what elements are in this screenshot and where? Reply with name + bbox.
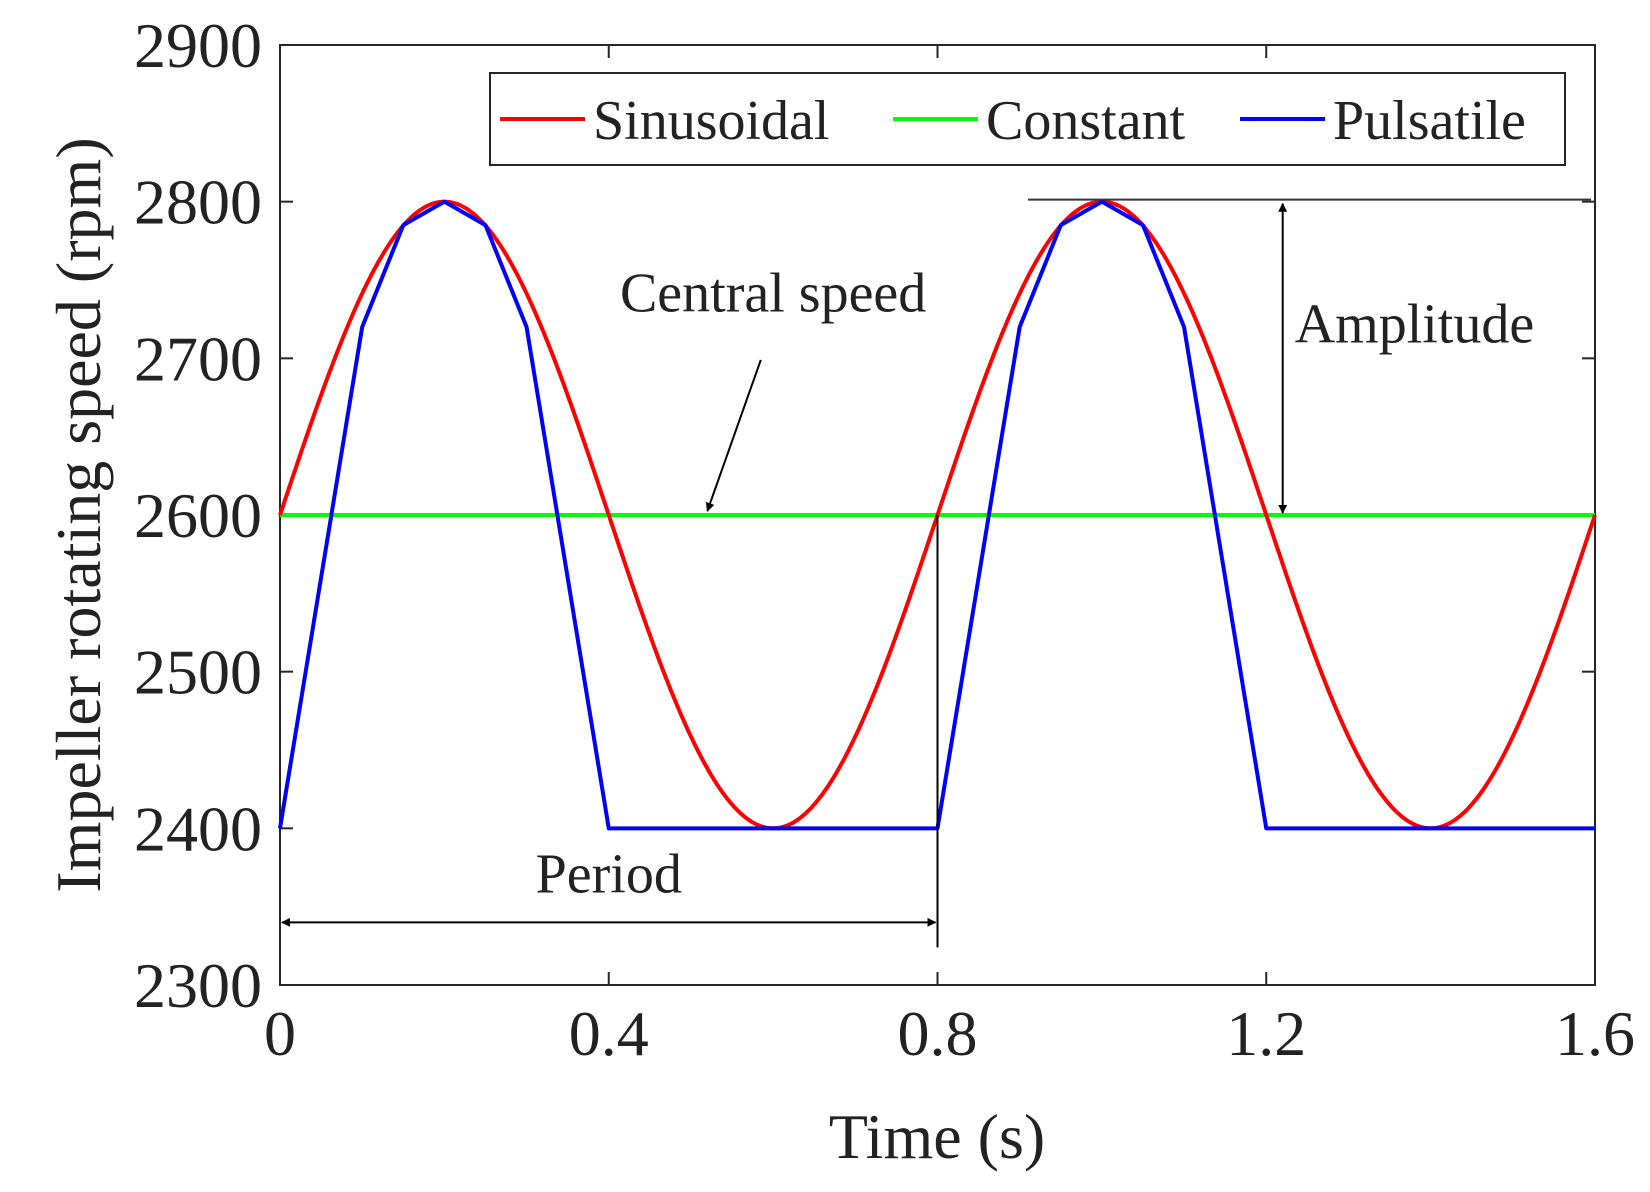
legend: Sinusoidal Constant Pulsatile [489, 72, 1566, 166]
x-tick-label: 0 [264, 998, 296, 1069]
central-speed-arrow [705, 359, 762, 512]
period-label: Period [536, 843, 682, 905]
y-tick-label: 2400 [134, 793, 262, 864]
y-tick-label: 2500 [134, 637, 262, 708]
x-tick-labels: 0 0.4 0.8 1.2 1.6 [264, 998, 1635, 1069]
y-tick-label: 2600 [134, 480, 262, 551]
annotations: Period Amplitude Central speed [281, 198, 1591, 948]
y-tick-labels: 2300 2400 2500 2600 2700 2800 2900 [134, 10, 262, 1021]
x-tick-label: 1.2 [1226, 998, 1306, 1069]
legend-label-pulsatile: Pulsatile [1333, 90, 1526, 152]
y-axis-label: Impeller rotating speed (rpm) [43, 137, 114, 892]
x-tick-label: 1.6 [1555, 998, 1635, 1069]
legend-box [489, 72, 1566, 166]
x-tick-label: 0.8 [898, 998, 978, 1069]
x-tick-label: 0.4 [569, 998, 649, 1069]
amplitude-label: Amplitude [1295, 294, 1535, 356]
x-axis-label: Time (s) [829, 1101, 1045, 1172]
legend-label-sinusoidal: Sinusoidal [593, 90, 829, 152]
central-speed-label: Central speed [620, 262, 926, 324]
legend-label-constant: Constant [986, 90, 1186, 152]
y-tick-label: 2900 [134, 10, 262, 81]
y-tick-label: 2300 [134, 950, 262, 1021]
y-tick-label: 2700 [134, 323, 262, 394]
y-tick-label: 2800 [134, 167, 262, 238]
